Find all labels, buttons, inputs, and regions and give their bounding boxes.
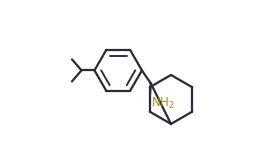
Text: NH$_2$: NH$_2$ — [151, 96, 175, 111]
